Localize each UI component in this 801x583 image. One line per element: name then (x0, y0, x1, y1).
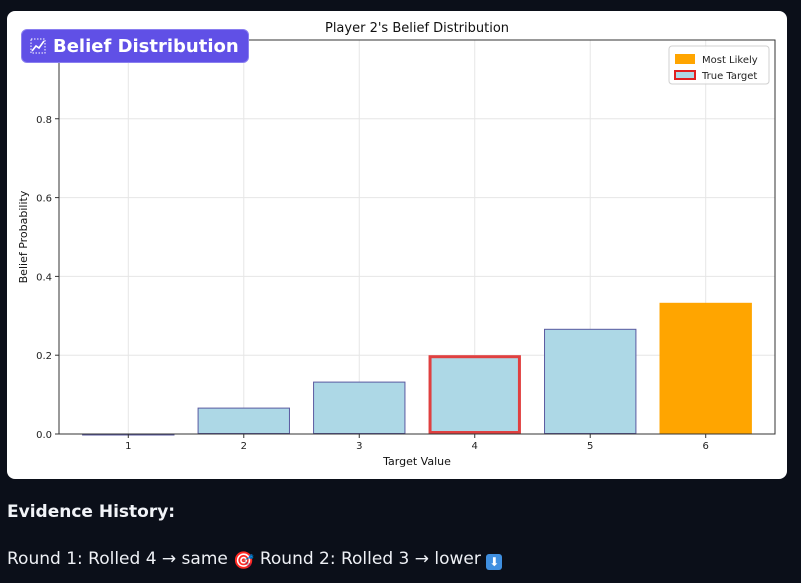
round-2-text: Round 2: Rolled 3 → lower (259, 549, 481, 569)
belief-distribution-badge: Belief Distribution (21, 29, 249, 63)
legend-swatch-true-target (674, 70, 696, 80)
belief-chart-card: Belief Distribution 0.0 0.2 0.4 0.6 0.8 1 2 3 4 5… (7, 11, 787, 479)
badge-label: Belief Distribution (53, 35, 239, 57)
y-tick-label: 0.8 (36, 115, 52, 126)
evidence-history-line: Round 1: Rolled 4 → same 🎯 Round 2: Roll… (7, 549, 503, 571)
x-tick-label: 3 (356, 441, 362, 452)
x-tick-label: 5 (587, 441, 593, 452)
bar-true-target-4 (428, 355, 521, 435)
x-tick-label: 4 (472, 441, 478, 452)
x-tick-label: 2 (241, 441, 247, 452)
y-tick-label: 0.6 (36, 194, 52, 205)
round-1-text: Round 1: Rolled 4 → same (7, 549, 228, 569)
x-tick-label: 6 (703, 441, 709, 452)
y-axis-label: Belief Probability (17, 190, 30, 283)
chart-icon (30, 38, 46, 54)
y-tick-label: 0.2 (36, 351, 52, 362)
axes-frame (58, 39, 776, 435)
x-axis-label: Target Value (382, 455, 451, 468)
legend-label: Most Likely (702, 55, 758, 66)
bar-5 (544, 328, 637, 434)
y-tick-label: 0.0 (36, 430, 52, 441)
bar-3 (313, 381, 406, 434)
y-tick-label: 0.4 (36, 272, 52, 283)
x-tick-label: 1 (125, 441, 131, 452)
legend-label: True Target (701, 71, 757, 82)
bar-most-likely-6 (659, 302, 752, 434)
legend-swatch-most-likely (675, 54, 695, 64)
chart-title: Player 2's Belief Distribution (325, 21, 509, 36)
target-icon: 🎯 (233, 551, 255, 571)
down-arrow-icon: ⬇ (486, 554, 503, 570)
belief-bar-chart: 0.0 0.2 0.4 0.6 0.8 1 2 3 4 5 6 Player 2's Belief D… (17, 21, 776, 468)
bar-2 (197, 407, 290, 434)
plot-area (59, 40, 775, 434)
evidence-history-title: Evidence History: (7, 502, 176, 522)
